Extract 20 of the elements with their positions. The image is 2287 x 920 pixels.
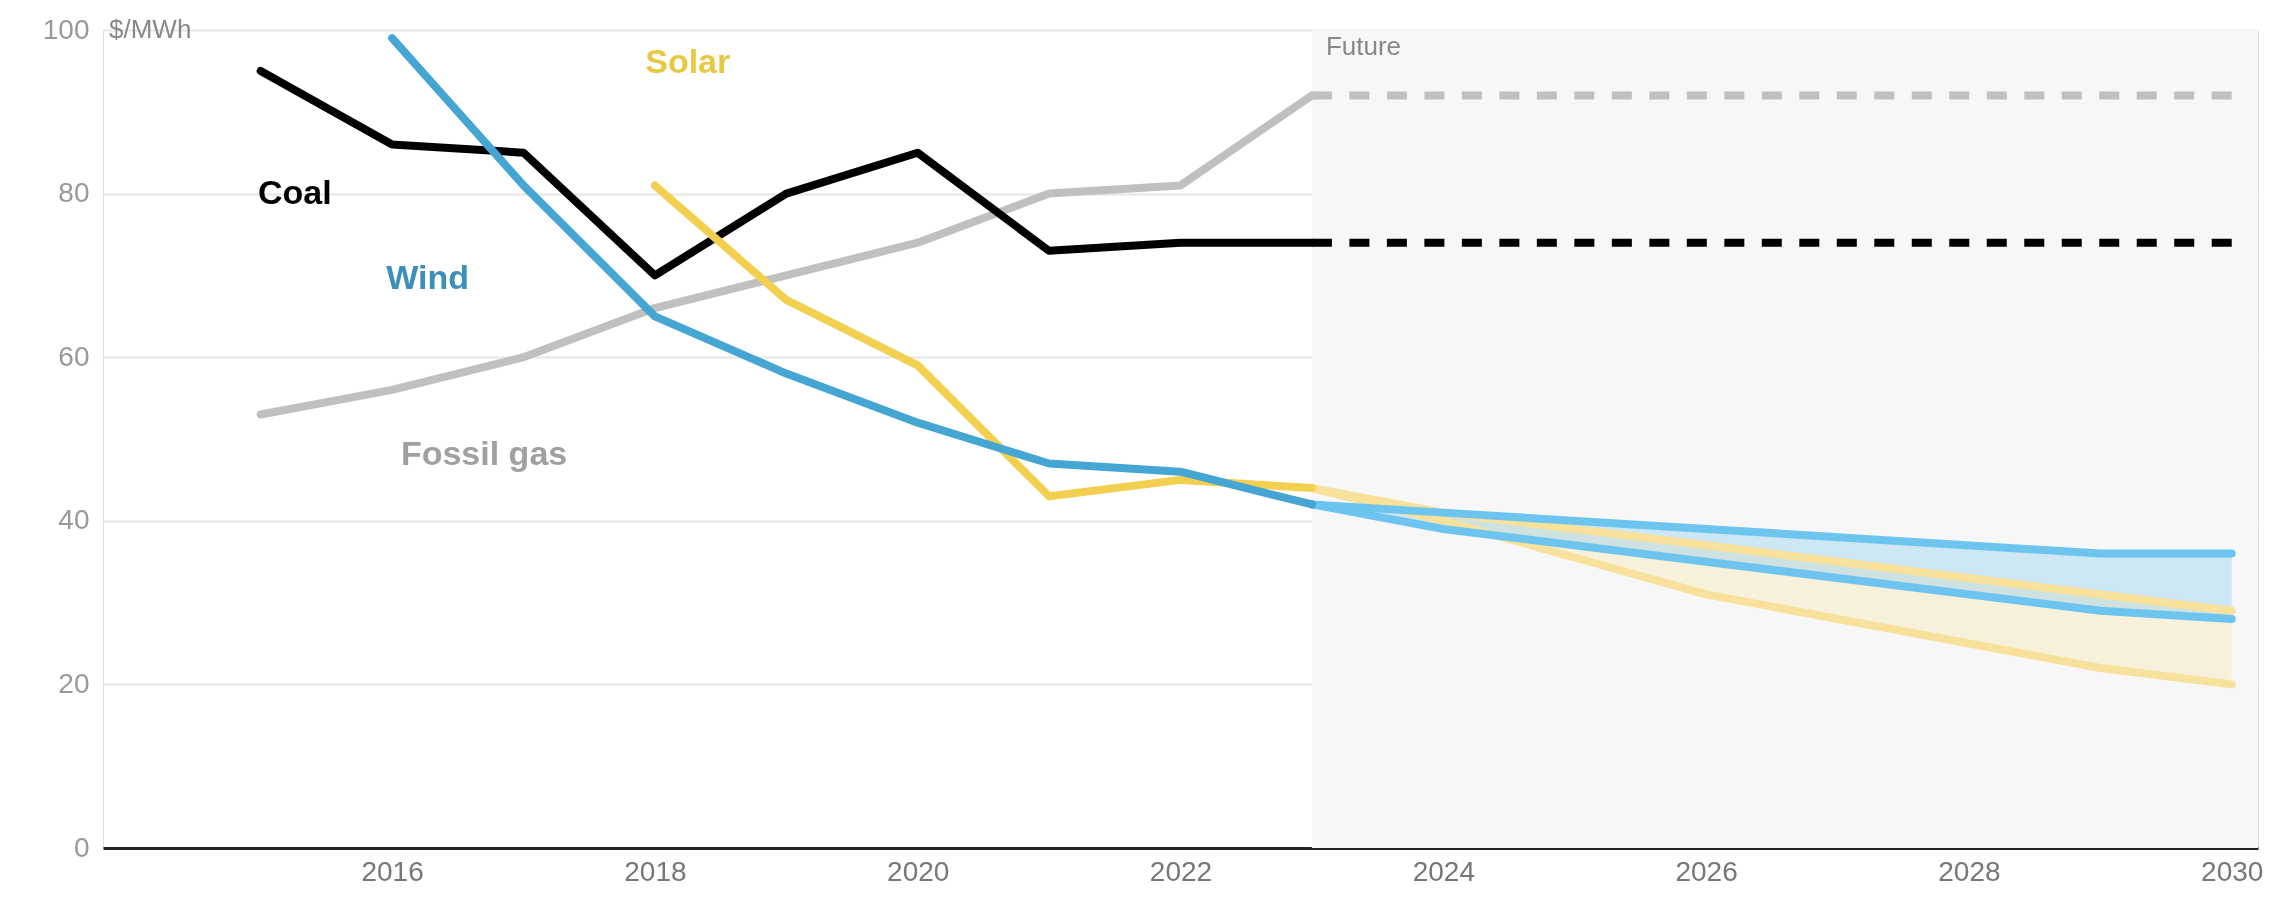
series-label: Fossil gas xyxy=(400,434,568,473)
x-tick-label: 2018 xyxy=(624,855,687,887)
band-label: Future xyxy=(1325,31,1402,61)
x-tick-label: 2030 xyxy=(2201,855,2264,887)
text: Solar xyxy=(645,41,731,80)
y-tick-label: 0 xyxy=(73,831,90,863)
x-tick-label: 2016 xyxy=(361,855,424,887)
y-tick-label: 60 xyxy=(58,340,90,372)
x-tick-label: 2026 xyxy=(1675,855,1738,887)
y-tick-label: 20 xyxy=(58,667,90,699)
y-tick-label: 100 xyxy=(42,13,90,45)
y-tick-label: 40 xyxy=(58,504,90,536)
series-label: Coal xyxy=(258,172,332,211)
y-axis-title: $/MWh xyxy=(109,14,192,44)
y-tick-label: 80 xyxy=(58,177,90,209)
text: Wind xyxy=(386,258,469,297)
x-tick-label: 2022 xyxy=(1149,855,1213,887)
x-tick-label: 2024 xyxy=(1412,855,1475,887)
x-tick-label: 2020 xyxy=(887,855,950,887)
x-tick-label: 2028 xyxy=(1938,855,2001,887)
